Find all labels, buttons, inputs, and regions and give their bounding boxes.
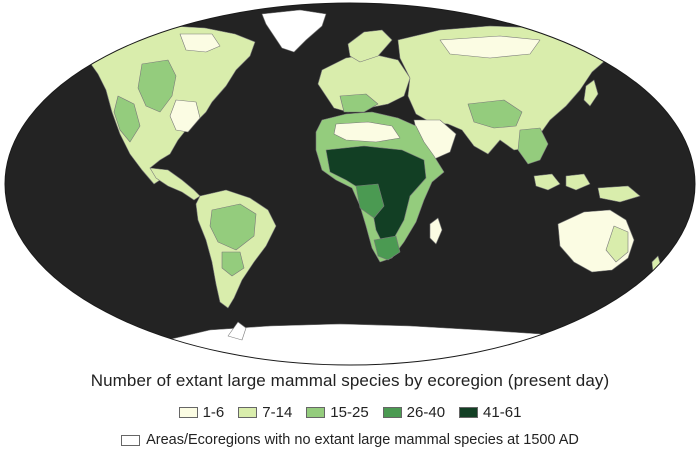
madagascar [429, 217, 443, 245]
new-guinea [597, 185, 641, 203]
map-title: Number of extant large mammal species by… [90, 371, 610, 390]
africa-south [373, 235, 401, 261]
legend-item-26-40: 26-40 [382, 404, 446, 421]
north-america [87, 25, 256, 185]
north-america-arctic-tundra [179, 33, 221, 53]
legend: 1-6 7-14 15-25 26-40 41-61 [0, 404, 700, 421]
antarctic-peninsula [227, 321, 247, 341]
greenland [261, 9, 327, 53]
legend-item-15-25: 15-25 [306, 404, 369, 421]
legend-swatch [382, 407, 402, 418]
globe-outline [4, 2, 696, 366]
world-map-svg [4, 2, 696, 366]
north-america-rockies [113, 95, 141, 143]
australia-east [605, 225, 629, 263]
legend-swatch [178, 407, 198, 418]
europe-south [339, 93, 379, 113]
antarctica [149, 323, 641, 365]
legend-label: 26-40 [406, 404, 446, 421]
asia-himalaya [467, 99, 523, 129]
legend-swatch [306, 407, 326, 418]
asia-siberia [439, 35, 541, 59]
legend-swatch [459, 407, 479, 418]
legend-label: 41-61 [483, 404, 522, 421]
legend-item-41-61: 41-61 [459, 404, 521, 421]
africa-rainforest [355, 183, 385, 219]
legend-swatch [238, 407, 258, 418]
north-america-plains [137, 59, 177, 113]
indonesia-1 [533, 173, 561, 191]
scandinavia [347, 29, 393, 63]
africa-sahara [333, 121, 401, 143]
legend-item-1-6: 1-6 [178, 404, 225, 421]
south-america-chaco [221, 251, 245, 277]
legend-item-7-14: 7-14 [238, 404, 292, 421]
legend-extinct-item: Areas/Ecoregions with no extant large ma… [0, 432, 700, 448]
asia-southeast [517, 127, 549, 165]
japan [583, 79, 599, 107]
legend-label: 15-25 [330, 404, 369, 421]
world-map [4, 2, 696, 366]
south-america-amazon [209, 203, 257, 251]
central-america [149, 167, 201, 201]
legend-label: 1-6 [202, 404, 225, 421]
legend-label: 7-14 [262, 404, 293, 421]
legend-swatch-extinct [121, 434, 141, 446]
indonesia-2 [565, 173, 591, 191]
legend-extinct-label: Areas/Ecoregions with no extant large ma… [146, 432, 579, 448]
north-america-east [169, 99, 201, 133]
